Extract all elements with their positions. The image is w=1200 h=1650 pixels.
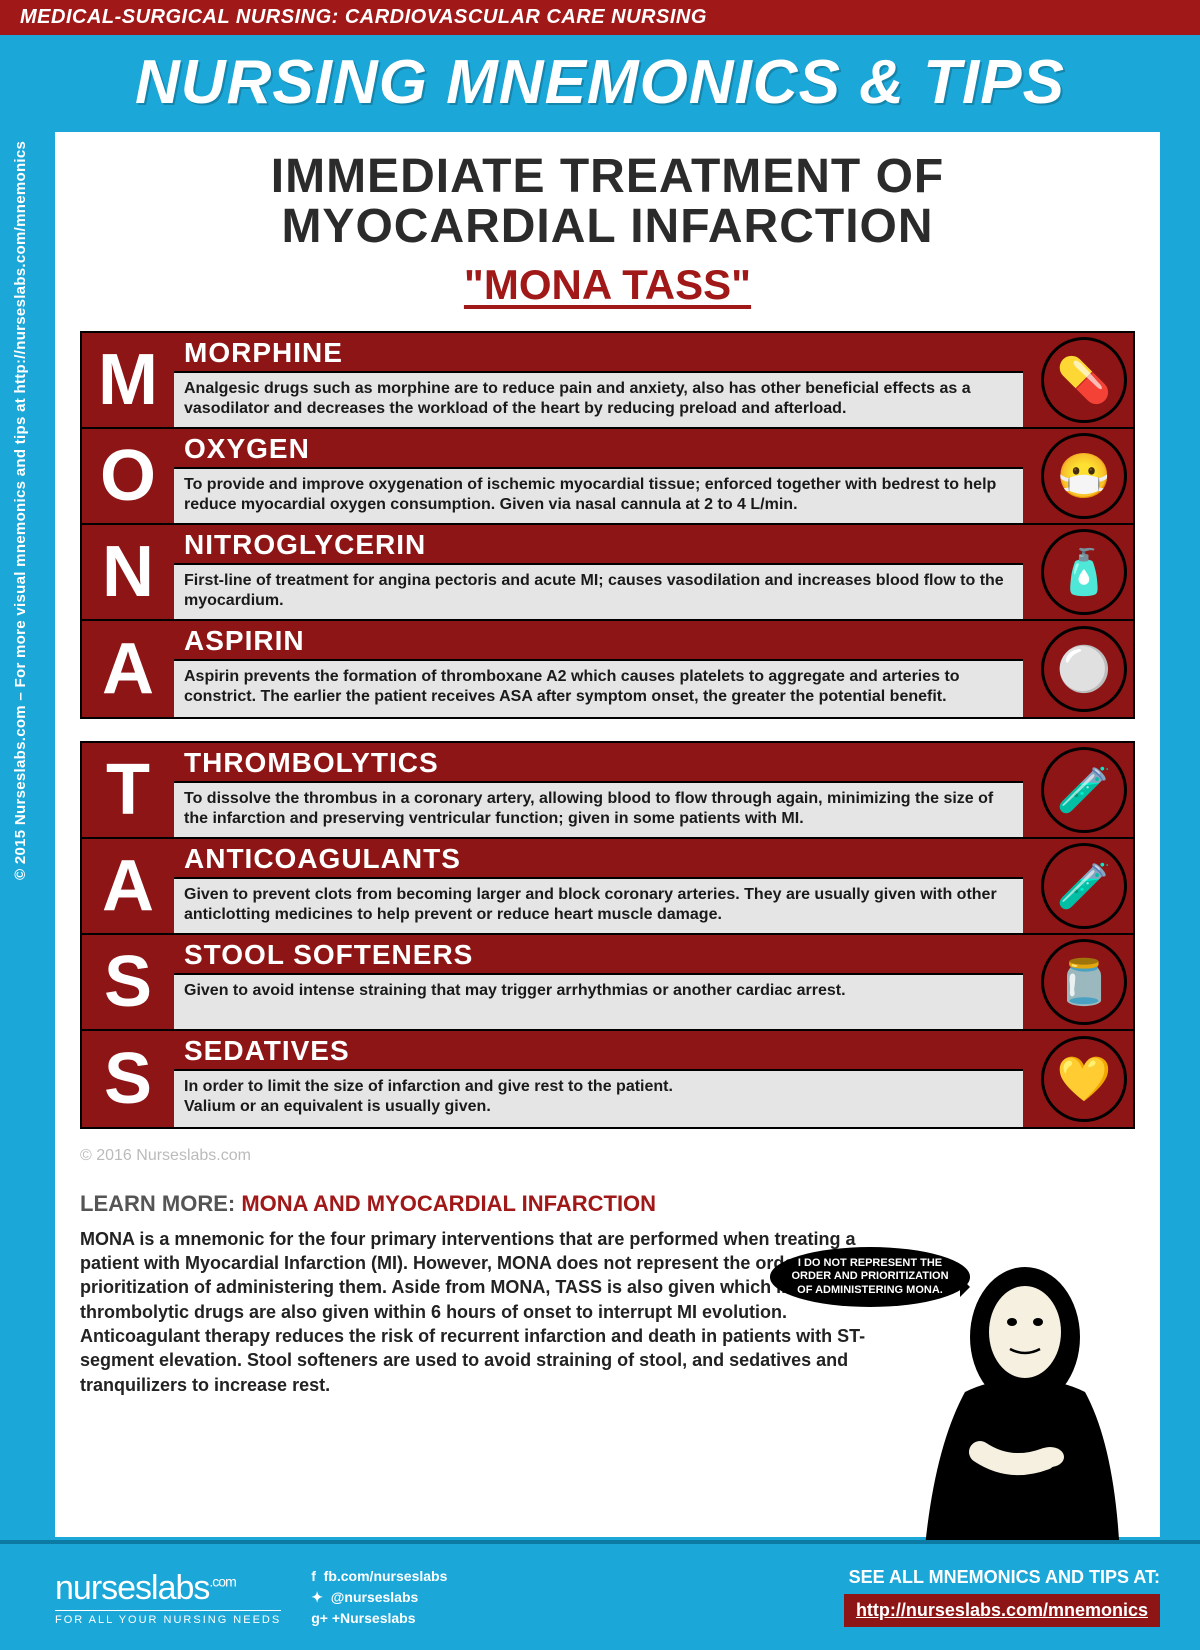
- row-icon: 🧴: [1041, 529, 1127, 615]
- row-icon: 💊: [1041, 337, 1127, 423]
- main-title: NURSING MNEMONICS & TIPS: [0, 35, 1200, 132]
- logo-tagline: FOR ALL YOUR NURSING NEEDS: [55, 1610, 281, 1626]
- row-body: THROMBOLYTICSTo dissolve the thrombus in…: [174, 743, 1133, 837]
- row-icon: 💛: [1041, 1036, 1127, 1122]
- learn-more-topic: MONA AND MYOCARDIAL INFARCTION: [241, 1191, 656, 1216]
- mnemonic-letter: N: [82, 525, 174, 619]
- row-body: OXYGENTo provide and improve oxygenation…: [174, 429, 1133, 523]
- learn-more-heading: LEARN MORE: MONA AND MYOCARDIAL INFARCTI…: [80, 1191, 1135, 1217]
- see-all-label: SEE ALL MNEMONICS AND TIPS AT:: [844, 1567, 1160, 1588]
- title-line1: IMMEDIATE TREATMENT OF: [271, 150, 945, 203]
- mnemonic-row: OOXYGENTo provide and improve oxygenatio…: [82, 429, 1133, 525]
- mnemonic-term: STOOL SOFTENERS: [174, 935, 1023, 975]
- footer: nurseslabs.com FOR ALL YOUR NURSING NEED…: [0, 1540, 1200, 1650]
- mnemonic-row: AASPIRINAspirin prevents the formation o…: [82, 621, 1133, 717]
- social-gp[interactable]: g+ +Nurseslabs: [311, 1608, 447, 1629]
- mnemonic-letter: M: [82, 333, 174, 427]
- mnemonic-letter: T: [82, 743, 174, 837]
- logo: nurseslabs.com FOR ALL YOUR NURSING NEED…: [55, 1569, 281, 1626]
- row-body: ANTICOAGULANTSGiven to prevent clots fro…: [174, 839, 1133, 933]
- mnemonic-desc: Aspirin prevents the formation of thromb…: [174, 661, 1023, 717]
- mnemonic-desc: First-line of treatment for angina pecto…: [174, 565, 1023, 619]
- row-icon: 😷: [1041, 433, 1127, 519]
- mnemonic-term: NITROGLYCERIN: [174, 525, 1023, 565]
- see-all-link[interactable]: http://nurseslabs.com/mnemonics: [844, 1594, 1160, 1627]
- logo-com: .com: [209, 1573, 235, 1589]
- row-icon: ⚪: [1041, 626, 1127, 712]
- mnemonic-row: SSEDATIVESIn order to limit the size of …: [82, 1031, 1133, 1127]
- mnemonic-letter: S: [82, 935, 174, 1029]
- row-icon: 🧪: [1041, 843, 1127, 929]
- mnemonic-term: ASPIRIN: [174, 621, 1023, 661]
- mnemonic-letter: S: [82, 1031, 174, 1127]
- mona-lisa-illustration: [870, 1237, 1130, 1557]
- mnemonic-desc: To provide and improve oxygenation of is…: [174, 469, 1023, 523]
- inline-copyright: © 2016 Nurseslabs.com: [80, 1147, 1135, 1165]
- row-body: MORPHINEAnalgesic drugs such as morphine…: [174, 333, 1133, 427]
- row-icon: 🫙: [1041, 939, 1127, 1025]
- mnemonic-row: AANTICOAGULANTSGiven to prevent clots fr…: [82, 839, 1133, 935]
- mnemonic-row: MMORPHINEAnalgesic drugs such as morphin…: [82, 333, 1133, 429]
- mnemonic-letter: A: [82, 839, 174, 933]
- mnemonic-desc: Analgesic drugs such as morphine are to …: [174, 373, 1023, 427]
- mnemonic-desc: Given to prevent clots from becoming lar…: [174, 879, 1023, 933]
- mnemonic-desc: In order to limit the size of infarction…: [174, 1071, 1023, 1127]
- mnemonic-term: THROMBOLYTICS: [174, 743, 1023, 783]
- row-body: ASPIRINAspirin prevents the formation of…: [174, 621, 1133, 717]
- category-banner: MEDICAL-SURGICAL NURSING: CARDIOVASCULAR…: [0, 0, 1200, 35]
- mnemonic-groups: MMORPHINEAnalgesic drugs such as morphin…: [80, 331, 1135, 1129]
- row-body: SEDATIVESIn order to limit the size of i…: [174, 1031, 1133, 1127]
- mnemonic-group: MMORPHINEAnalgesic drugs such as morphin…: [80, 331, 1135, 719]
- mnemonic-term: ANTICOAGULANTS: [174, 839, 1023, 879]
- mnemonic-row: SSTOOL SOFTENERSGiven to avoid intense s…: [82, 935, 1133, 1031]
- row-body: STOOL SOFTENERSGiven to avoid intense st…: [174, 935, 1133, 1029]
- mnemonic-desc: To dissolve the thrombus in a coronary a…: [174, 783, 1023, 837]
- logo-text: nurseslabs.com: [55, 1569, 281, 1608]
- mnemonic-row: TTHROMBOLYTICSTo dissolve the thrombus i…: [82, 743, 1133, 839]
- mnemonic-letter: A: [82, 621, 174, 717]
- side-copyright: © 2015 Nurseslabs.com – For more visual …: [12, 141, 29, 880]
- sub-title: IMMEDIATE TREATMENT OF MYOCARDIAL INFARC…: [80, 152, 1135, 253]
- see-all-block: SEE ALL MNEMONICS AND TIPS AT: http://nu…: [844, 1567, 1160, 1627]
- learn-more-lead: LEARN MORE:: [80, 1191, 241, 1216]
- logo-main: nurseslabs: [55, 1569, 209, 1608]
- mnemonic-term: SEDATIVES: [174, 1031, 1023, 1071]
- mnemonic-term: OXYGEN: [174, 429, 1023, 469]
- mnemonic-label: "MONA TASS": [80, 261, 1135, 309]
- mnemonic-term: MORPHINE: [174, 333, 1023, 373]
- row-body: NITROGLYCERINFirst-line of treatment for…: [174, 525, 1133, 619]
- learn-more-body: MONA is a mnemonic for the four primary …: [80, 1227, 910, 1397]
- mnemonic-letter: O: [82, 429, 174, 523]
- social-fb[interactable]: f fb.com/nurseslabs: [311, 1566, 447, 1587]
- social-links: f fb.com/nurseslabs ✦ @nurseslabs g+ +Nu…: [311, 1566, 447, 1629]
- title-line2: MYOCARDIAL INFARCTION: [281, 200, 933, 253]
- row-icon: 🧪: [1041, 747, 1127, 833]
- mnemonic-group: TTHROMBOLYTICSTo dissolve the thrombus i…: [80, 741, 1135, 1129]
- social-tw[interactable]: ✦ @nurseslabs: [311, 1587, 447, 1608]
- mnemonic-row: NNITROGLYCERINFirst-line of treatment fo…: [82, 525, 1133, 621]
- content-panel: IMMEDIATE TREATMENT OF MYOCARDIAL INFARC…: [55, 132, 1160, 1537]
- mnemonic-desc: Given to avoid intense straining that ma…: [174, 975, 1023, 1029]
